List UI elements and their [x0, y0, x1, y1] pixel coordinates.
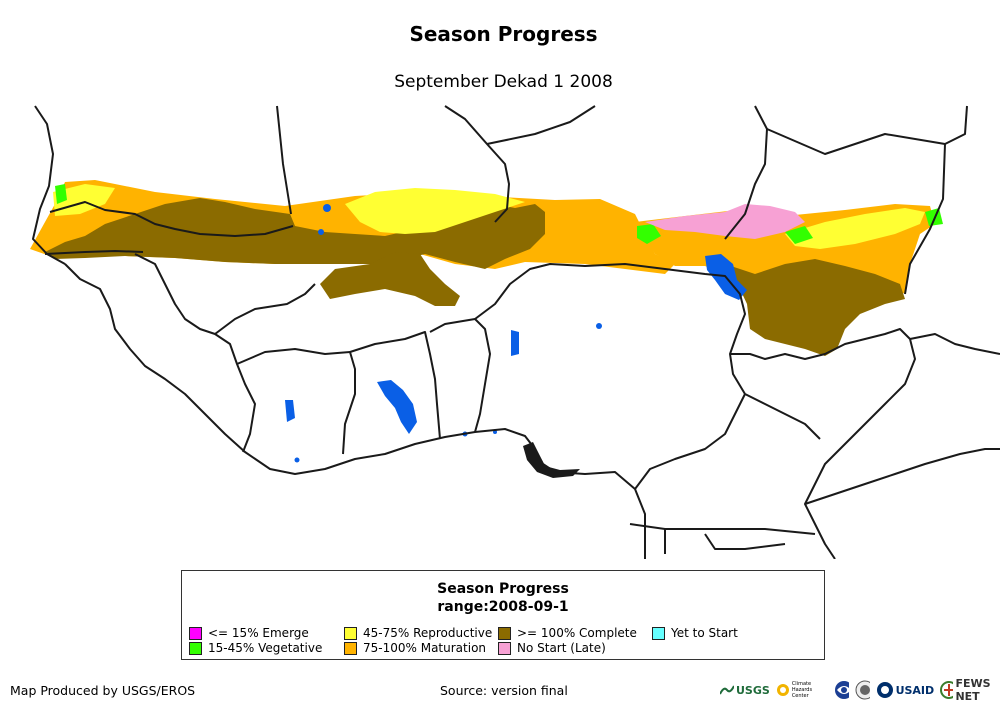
swatch-reproductive: [344, 626, 357, 640]
swatch-no-start: [498, 641, 511, 655]
swatch-maturation: [344, 641, 357, 655]
lake-volta: [377, 380, 417, 434]
band-vegetative-1: [55, 184, 67, 204]
progress-bands: [30, 180, 943, 356]
band-reproductive-west: [53, 184, 115, 216]
seal-icon: [855, 680, 870, 700]
legend-item-emerge: <= 15% Emerge: [189, 626, 309, 640]
band-reproductive-east: [785, 208, 925, 249]
band-vegetative-3: [785, 226, 813, 244]
fews-logo: FEWS NET: [940, 677, 1002, 703]
chc-logo: Climate Hazards Center: [776, 681, 828, 699]
lake-kossou: [285, 400, 295, 422]
noaa-icon: [834, 681, 849, 699]
band-vegetative-4: [925, 208, 943, 226]
legend: Season Progress range:2008-09-1 <= 15% E…: [181, 570, 825, 660]
band-vegetative-2: [637, 224, 661, 244]
legend-title: Season Progress range:2008-09-1: [182, 580, 824, 616]
chc-logo-text: Climate Hazards Center: [791, 681, 813, 699]
legend-item-reproductive: 45-75% Reproductive: [344, 626, 492, 640]
legend-label-vegetative: 15-45% Vegetative: [208, 641, 323, 655]
legend-label-yet-to-start: Yet to Start: [671, 626, 738, 640]
swatch-emerge: [189, 626, 202, 640]
usgs-icon: [720, 685, 734, 695]
map-subtitle: September Dekad 1 2008: [394, 72, 613, 92]
legend-item-maturation: 75-100% Maturation: [344, 641, 486, 655]
chc-icon: [776, 684, 789, 696]
legend-item-yet-to-start: Yet to Start: [652, 626, 738, 640]
season-progress-map: [30, 105, 1000, 559]
legend-heading: Season Progress: [437, 581, 569, 597]
source-text: Source: version final: [440, 683, 568, 698]
band-complete-east: [725, 259, 905, 356]
legend-label-complete: >= 100% Complete: [517, 626, 637, 640]
legend-label-emerge: <= 15% Emerge: [208, 626, 309, 640]
band-reproductive-center: [345, 188, 525, 234]
legend-label-no-start: No Start (Late): [517, 641, 606, 655]
band-complete-center: [320, 252, 460, 306]
usaid-logo: USAID: [876, 681, 935, 699]
swatch-complete: [498, 626, 511, 640]
swatch-yet-to-start: [652, 626, 665, 640]
legend-item-vegetative: 15-45% Vegetative: [189, 641, 322, 655]
lake-kainji: [511, 330, 519, 356]
niger-delta-coast: [523, 442, 580, 478]
usaid-logo-text: USAID: [895, 683, 935, 697]
legend-range: range:2008-09-1: [437, 599, 569, 615]
legend-label-maturation: 75-100% Maturation: [363, 641, 487, 655]
fews-logo-text: FEWS NET: [955, 677, 991, 703]
legend-item-no-start: No Start (Late): [498, 641, 606, 655]
country-borders: [32, 105, 1000, 559]
credit-text: Map Produced by USGS/EROS: [10, 683, 196, 698]
usgs-logo: USGS: [720, 684, 770, 697]
map-title: Season Progress: [409, 22, 598, 46]
band-complete-west: [45, 198, 545, 269]
fews-icon: [940, 681, 954, 699]
usaid-icon: [876, 682, 893, 698]
legend-item-complete: >= 100% Complete: [498, 626, 637, 640]
logo-strip: USGS Climate Hazards Center USAID FEWS N…: [720, 677, 1002, 703]
band-no-start: [645, 204, 805, 239]
legend-label-reproductive: 45-75% Reproductive: [363, 626, 493, 640]
usgs-logo-text: USGS: [736, 683, 770, 697]
swatch-vegetative: [189, 641, 202, 655]
